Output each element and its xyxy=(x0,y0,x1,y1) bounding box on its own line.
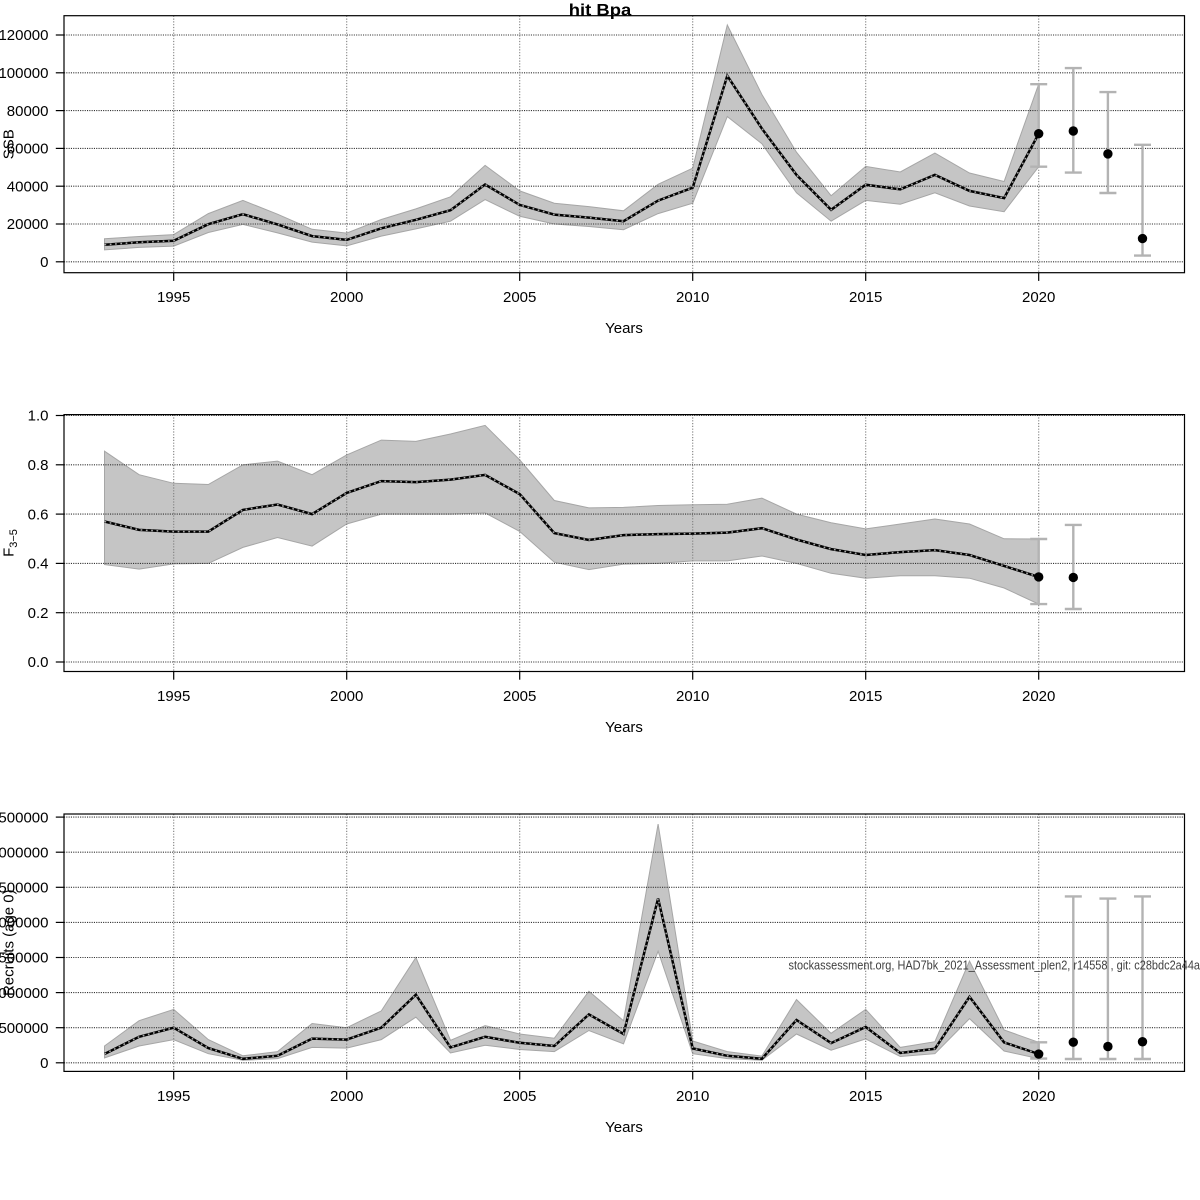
svg-text:3000000: 3000000 xyxy=(0,844,49,861)
svg-text:2000: 2000 xyxy=(330,1088,363,1105)
svg-text:Years: Years xyxy=(605,1119,643,1136)
svg-text:2000000: 2000000 xyxy=(0,915,49,932)
svg-text:3500000: 3500000 xyxy=(0,809,49,826)
svg-text:2000: 2000 xyxy=(330,688,363,705)
svg-text:2020: 2020 xyxy=(1022,1088,1055,1105)
svg-text:0.4: 0.4 xyxy=(28,556,49,573)
svg-text:SSB: SSB xyxy=(1,129,18,159)
svg-text:500000: 500000 xyxy=(0,1020,49,1037)
svg-text:2000: 2000 xyxy=(330,289,363,306)
svg-text:120000: 120000 xyxy=(0,27,49,44)
svg-text:2010: 2010 xyxy=(676,1088,709,1105)
svg-text:2015: 2015 xyxy=(849,289,882,306)
svg-text:2005: 2005 xyxy=(503,688,536,705)
svg-text:2020: 2020 xyxy=(1022,289,1055,306)
svg-text:0: 0 xyxy=(40,254,48,271)
svg-text:1995: 1995 xyxy=(157,289,190,306)
svg-text:2010: 2010 xyxy=(676,289,709,306)
svg-text:0: 0 xyxy=(40,1055,48,1072)
svg-text:2010: 2010 xyxy=(676,688,709,705)
svg-text:100000: 100000 xyxy=(0,65,49,82)
svg-text:0.2: 0.2 xyxy=(28,605,49,622)
svg-text:1000000: 1000000 xyxy=(0,985,49,1002)
svg-text:Years: Years xyxy=(605,719,643,736)
svg-text:2005: 2005 xyxy=(503,1088,536,1105)
svg-text:2005: 2005 xyxy=(503,289,536,306)
svg-text:2020: 2020 xyxy=(1022,688,1055,705)
svg-text:stockassessment.org, HAD7bk_20: stockassessment.org, HAD7bk_2021_Assessm… xyxy=(789,958,1200,972)
svg-text:40000: 40000 xyxy=(7,178,49,195)
svg-text:2500000: 2500000 xyxy=(0,880,49,897)
svg-text:80000: 80000 xyxy=(7,103,49,120)
svg-text:Years: Years xyxy=(605,320,643,337)
svg-text:2015: 2015 xyxy=(849,1088,882,1105)
svg-text:0.6: 0.6 xyxy=(28,506,49,523)
svg-text:60000: 60000 xyxy=(7,141,49,158)
svg-text:Recruits (age 0): Recruits (age 0) xyxy=(1,889,18,996)
svg-text:1500000: 1500000 xyxy=(0,950,49,967)
svg-text:1995: 1995 xyxy=(157,688,190,705)
svg-text:2015: 2015 xyxy=(849,688,882,705)
svg-text:0.8: 0.8 xyxy=(28,457,49,474)
svg-text:20000: 20000 xyxy=(7,216,49,233)
svg-text:1.0: 1.0 xyxy=(28,408,49,425)
svg-text:0.0: 0.0 xyxy=(28,654,49,671)
svg-text:hit Bpa: hit Bpa xyxy=(569,1,632,19)
svg-text:1995: 1995 xyxy=(157,1088,190,1105)
